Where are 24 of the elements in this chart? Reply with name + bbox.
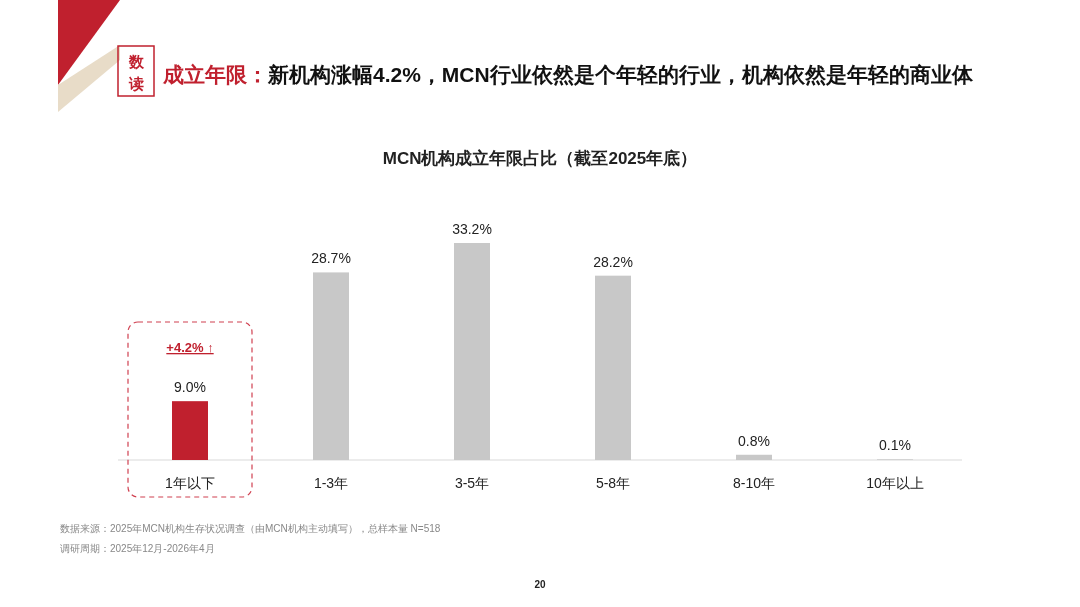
text: 20 xyxy=(534,579,546,590)
bar xyxy=(172,401,208,460)
x-tick-label: 3-5年 xyxy=(454,475,490,491)
chart-title: MCN机构成立年限占比（截至2025年底） xyxy=(382,149,698,168)
x-tick-label: 1年以下 xyxy=(165,475,215,491)
source-note: 数据来源：2025年MCN机构生存状况调查（由MCN机构主动填写），总样本量 N=518 xyxy=(60,523,441,534)
bar xyxy=(313,272,349,460)
x-tick-label: 8-10年 xyxy=(732,475,776,491)
annotation: +4.2% ↑ xyxy=(166,340,214,355)
x-tick-label: 5-8年 xyxy=(595,475,631,491)
bar xyxy=(736,454,772,460)
data-label: 33.2% xyxy=(452,221,492,237)
data-label: 28.7% xyxy=(311,250,351,267)
text: 成立年限：新机构涨幅4.2%，MCN行业依然是个年轻的行业，机构依然是年轻的商业体 xyxy=(162,63,974,86)
text: 数读 xyxy=(127,53,145,92)
data-label: 9.0% xyxy=(174,379,206,396)
bar xyxy=(454,243,490,460)
x-tick-label: 1-3年 xyxy=(313,475,349,491)
data-label: 28.2% xyxy=(593,253,633,270)
data-label: 0.1% xyxy=(879,437,911,454)
text: 调研周期：2025年12月-2026年4月 xyxy=(60,543,215,554)
bar xyxy=(595,275,631,460)
data-label: 0.8% xyxy=(738,432,770,449)
x-tick-label: 10年以上 xyxy=(866,475,924,491)
